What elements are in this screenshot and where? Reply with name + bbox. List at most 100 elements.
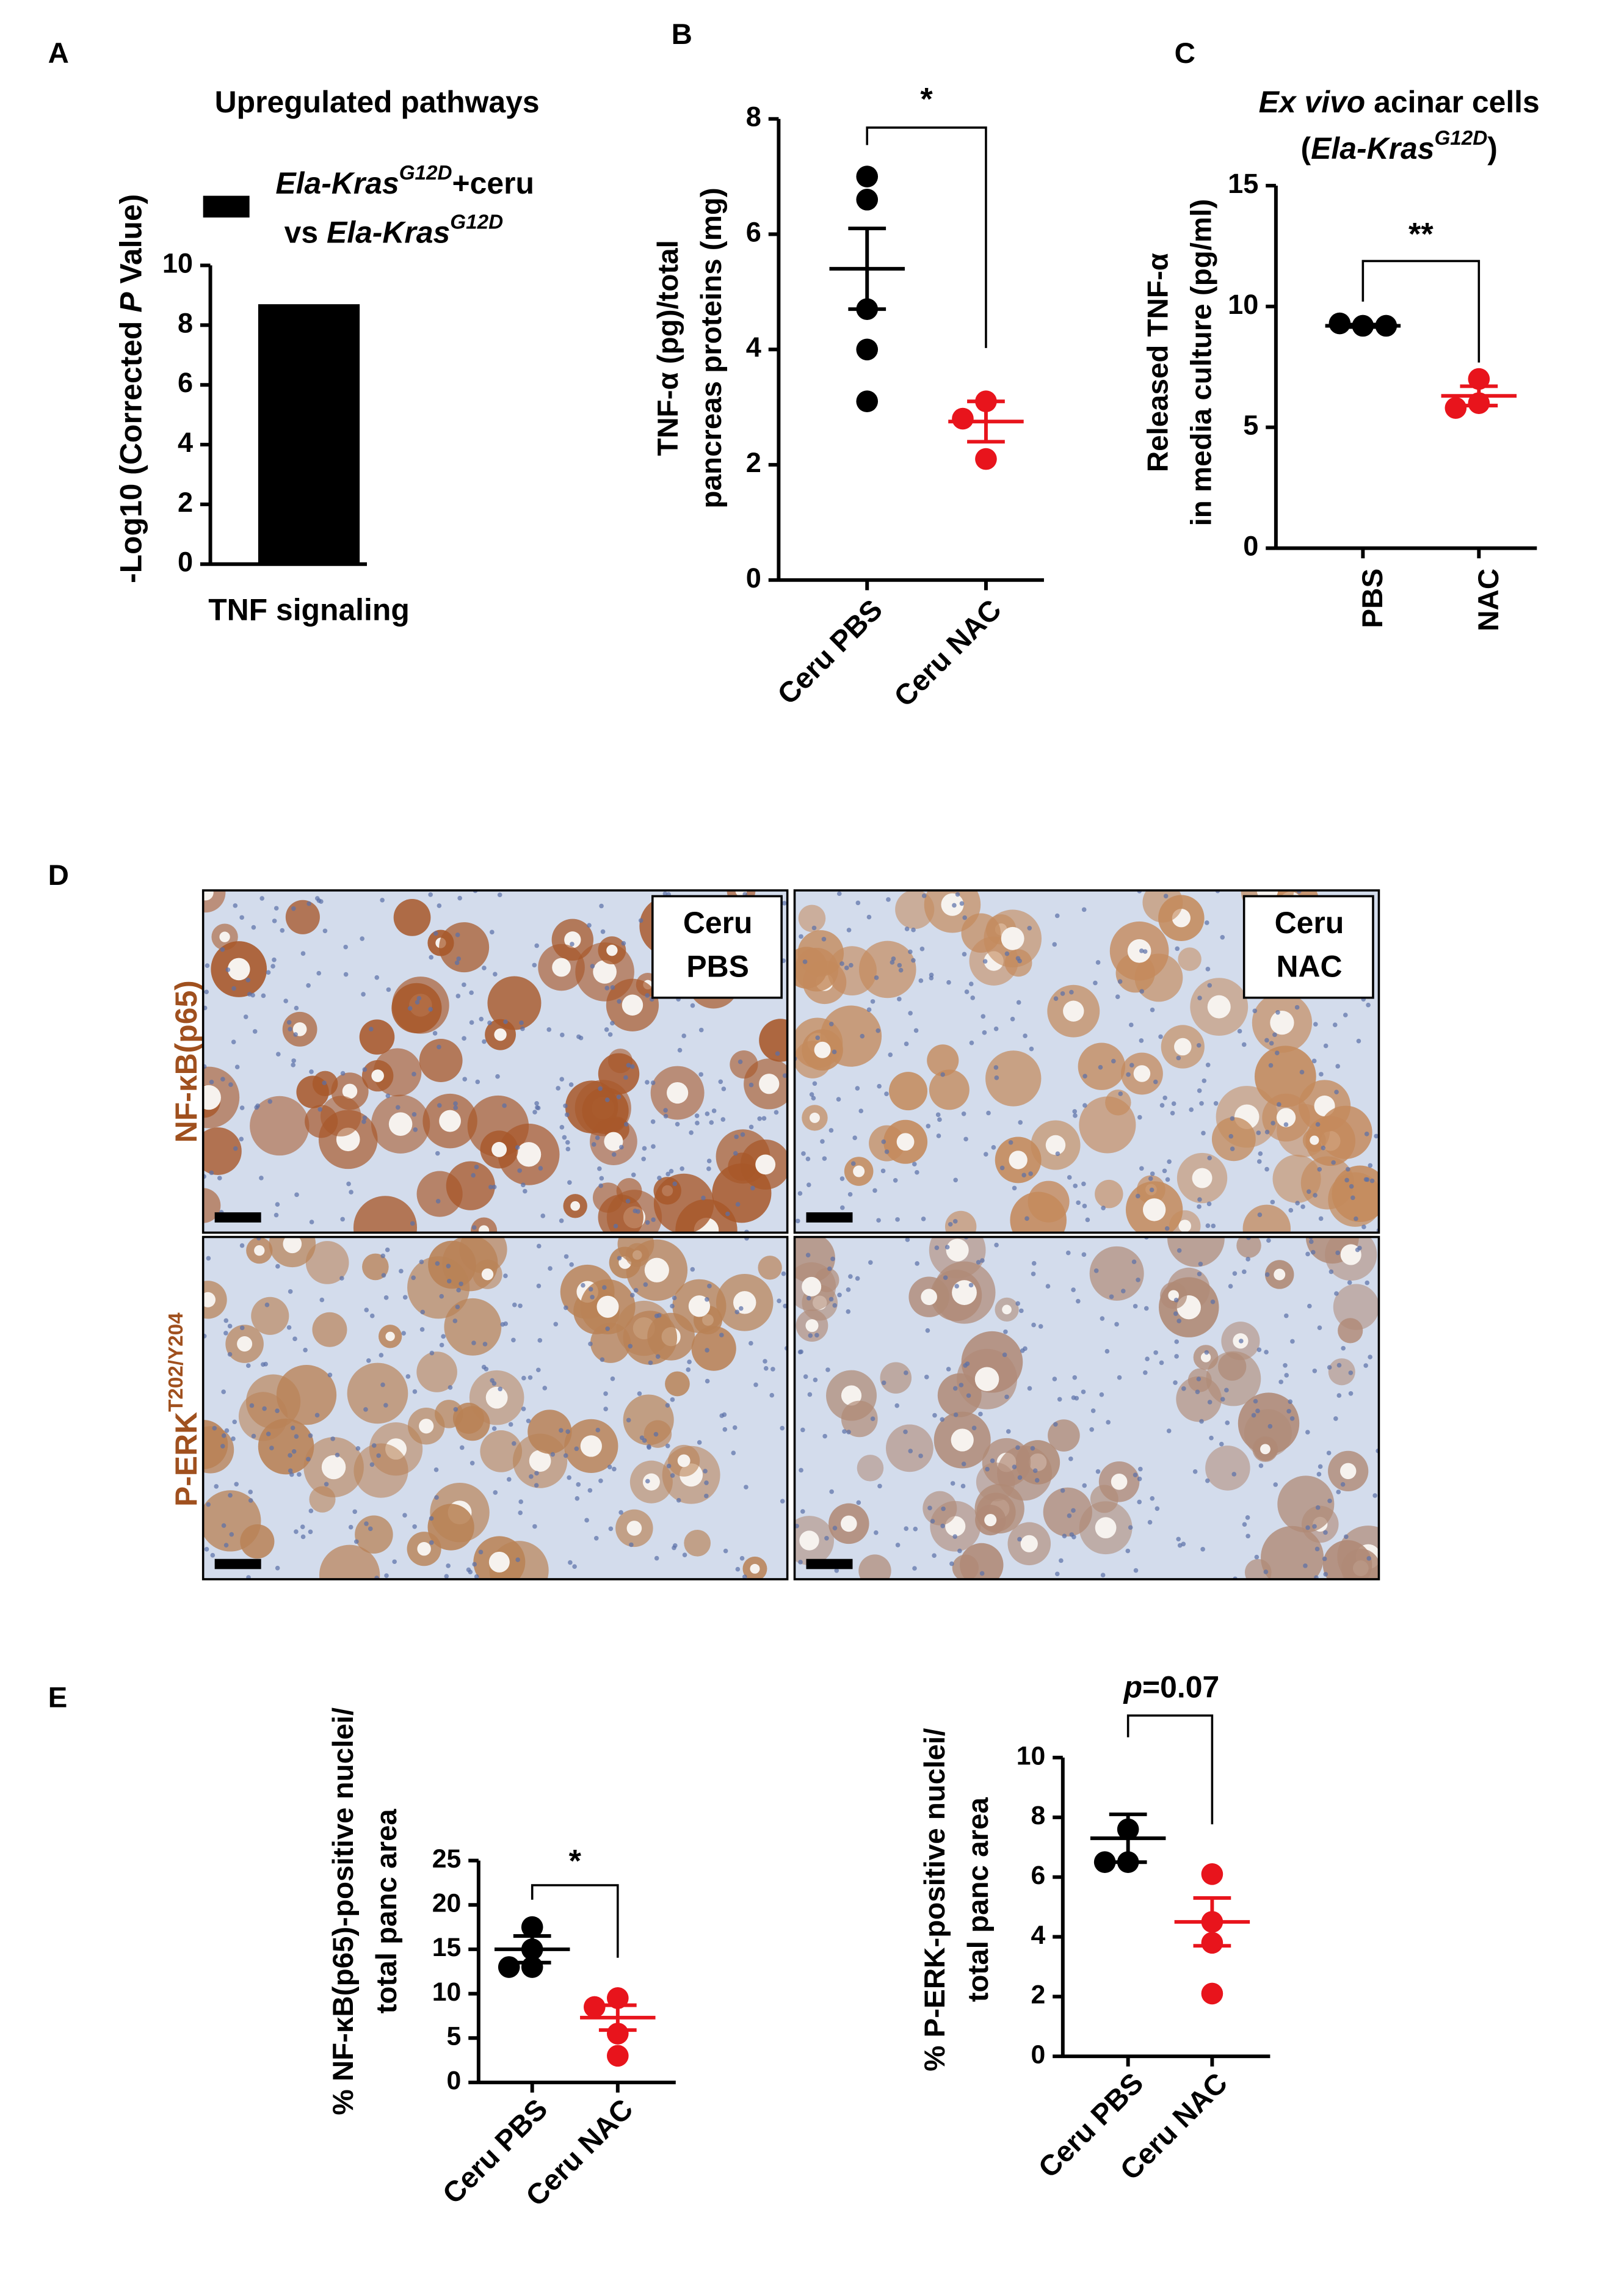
acinus [798,904,826,933]
nucleus [457,895,462,901]
nucleus [239,1137,244,1141]
nucleus [376,1453,381,1458]
nucleus [229,1532,234,1537]
nucleus [912,1162,917,1167]
nucleus [292,1336,297,1342]
nucleus [234,1482,239,1487]
nucleus [1213,1100,1219,1106]
nucleus [407,1006,413,1011]
nucleus [362,1067,368,1072]
nucleus [698,1027,704,1033]
nucleus [1002,1352,1007,1358]
x-tick-label: NAC [1473,569,1505,631]
nucleus [954,1284,959,1289]
nucleus [1295,1201,1300,1206]
nucleus [1148,1176,1153,1181]
nucleus [1149,1187,1155,1193]
nucleus [749,1124,754,1130]
nucleus [733,1151,738,1156]
y-tick-label: 0 [1031,2040,1046,2069]
lumen [604,1132,623,1151]
lumen [688,1295,711,1317]
nucleus [672,1181,678,1187]
nucleus [453,1406,459,1412]
nucleus [1029,1046,1034,1052]
nucleus [316,970,322,976]
nucleus [484,1366,489,1372]
nucleus [1176,1318,1181,1323]
nucleus [300,951,306,956]
nucleus [546,1027,552,1032]
image-border [793,1235,1380,1580]
nucleus [1176,1248,1182,1253]
nucleus [511,1337,516,1343]
nucleus [1312,1368,1318,1373]
nucleus [1121,1289,1126,1293]
nucleus [1166,1428,1172,1433]
nucleus [904,1526,909,1531]
nucleus [1313,1193,1318,1198]
acinus [961,913,1001,953]
lumen [1002,1304,1012,1315]
nucleus [401,1331,406,1336]
acinus [285,900,320,934]
chart-title: Ex vivo acinar cells [1259,85,1540,119]
nucleus [475,1079,480,1085]
row-label: P-ERKT202/Y204 [165,1312,203,1507]
nucleus [1205,1478,1210,1483]
nucleus [231,986,236,991]
nucleus [1326,1450,1332,1456]
nucleus [839,1205,845,1210]
nucleus [981,1014,986,1019]
nucleus [1093,980,1098,986]
nucleus [366,1358,371,1363]
acinus [305,1241,349,1284]
nucleus [704,1493,709,1499]
nucleus [944,1245,950,1250]
nucleus [952,1534,958,1539]
nucleus [964,989,970,994]
nucleus [231,1436,236,1441]
data-point [856,165,879,187]
nucleus [1181,1541,1186,1547]
nucleus [512,1302,517,1307]
nucleus [343,944,348,950]
nucleus [497,892,502,898]
nucleus [1175,946,1180,951]
nucleus [220,1444,225,1449]
nucleus [294,1192,299,1198]
nucleus [807,1295,811,1301]
nucleus [1004,951,1010,956]
nucleus [272,957,277,962]
nucleus [757,1116,762,1121]
nucleus [1034,1478,1040,1483]
nucleus [625,1198,631,1204]
nucleus [369,1313,375,1318]
legend-label: Ela-KrasG12D+ceru [275,162,534,200]
nucleus [1258,1151,1263,1156]
nucleus [308,1433,313,1438]
nucleus [286,1020,292,1025]
nucleus [1331,1160,1336,1165]
acinus [895,890,935,929]
nucleus [491,1381,497,1386]
lumen [552,958,571,977]
nucleus [742,1574,747,1579]
nucleus [610,1376,615,1381]
nucleus [1205,920,1209,925]
nucleus [723,1548,728,1554]
nucleus [1024,1216,1029,1221]
nucleus [1350,1195,1355,1201]
nucleus [1089,1427,1094,1432]
nucleus [603,1406,608,1411]
nucleus [448,1385,453,1390]
nucleus [968,1282,974,1288]
nucleus [735,1202,741,1207]
nucleus [1209,1435,1214,1441]
nucleus [872,1188,877,1193]
acinus [858,1554,891,1579]
nucleus [1090,1408,1096,1413]
nucleus [402,1295,408,1300]
nucleus [1174,1354,1179,1359]
nucleus [563,1103,568,1108]
